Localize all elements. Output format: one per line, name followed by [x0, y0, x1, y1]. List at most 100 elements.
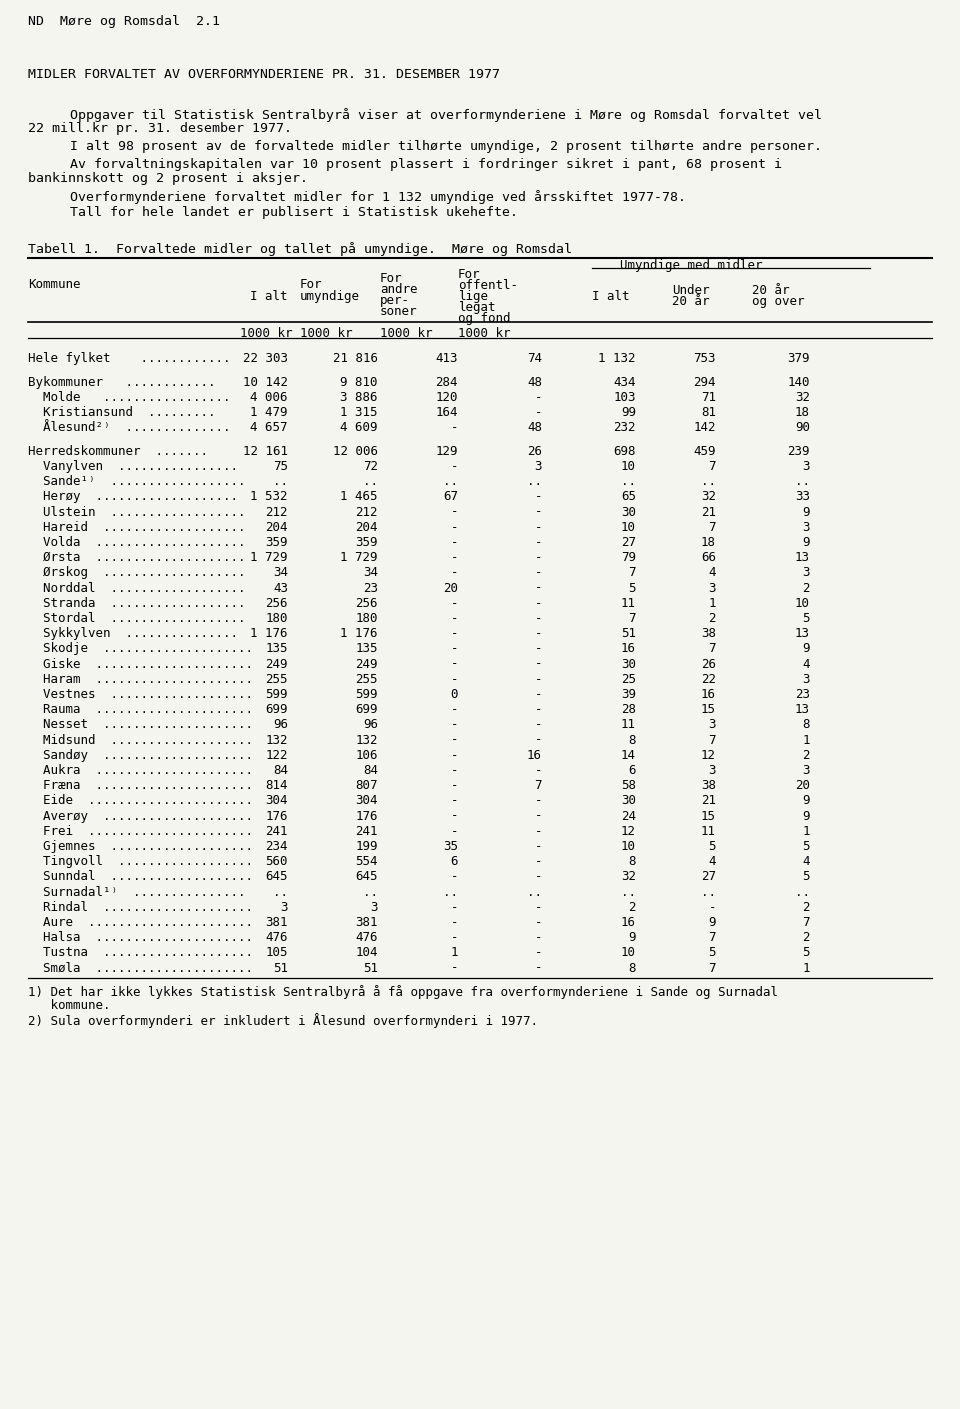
Text: 645: 645 — [355, 871, 378, 883]
Text: 359: 359 — [355, 535, 378, 550]
Text: Overformynderiene forvaltet midler for 1 132 umyndige ved årsskiftet 1977-78.: Overformynderiene forvaltet midler for 1… — [70, 190, 686, 204]
Text: Surnadal¹⁾  ...............: Surnadal¹⁾ ............... — [28, 885, 246, 899]
Text: 20 år: 20 år — [752, 285, 789, 297]
Text: 105: 105 — [266, 947, 288, 960]
Text: 24: 24 — [621, 810, 636, 823]
Text: 48: 48 — [527, 421, 542, 434]
Text: 255: 255 — [266, 672, 288, 686]
Text: -: - — [450, 931, 458, 944]
Text: 23: 23 — [795, 688, 810, 700]
Text: 807: 807 — [355, 779, 378, 792]
Text: 304: 304 — [355, 795, 378, 807]
Text: -: - — [450, 535, 458, 550]
Text: 1 479: 1 479 — [251, 406, 288, 418]
Text: Averøy  ....................: Averøy .................... — [28, 810, 253, 823]
Text: 22 303: 22 303 — [243, 352, 288, 365]
Text: 21 816: 21 816 — [333, 352, 378, 365]
Text: -: - — [535, 490, 542, 503]
Text: -: - — [450, 703, 458, 716]
Text: 7: 7 — [708, 734, 716, 747]
Text: 3: 3 — [371, 900, 378, 913]
Text: 699: 699 — [355, 703, 378, 716]
Text: 199: 199 — [355, 840, 378, 852]
Text: Midsund  ...................: Midsund ................... — [28, 734, 253, 747]
Text: -: - — [450, 900, 458, 913]
Text: 4: 4 — [708, 855, 716, 868]
Text: 599: 599 — [266, 688, 288, 700]
Text: 7: 7 — [708, 643, 716, 655]
Text: 0: 0 — [450, 688, 458, 700]
Text: Aukra  .....................: Aukra ..................... — [28, 764, 253, 776]
Text: 1000 kr: 1000 kr — [300, 327, 352, 340]
Text: 16: 16 — [621, 643, 636, 655]
Text: 12 006: 12 006 — [333, 445, 378, 458]
Text: 5: 5 — [803, 947, 810, 960]
Text: -: - — [535, 703, 542, 716]
Text: 65: 65 — [621, 490, 636, 503]
Text: Under: Under — [672, 285, 709, 297]
Text: 84: 84 — [363, 764, 378, 776]
Text: 304: 304 — [266, 795, 288, 807]
Text: 12: 12 — [701, 748, 716, 762]
Text: Tabell 1.  Forvaltede midler og tallet på umyndige.  Møre og Romsdal: Tabell 1. Forvaltede midler og tallet på… — [28, 242, 572, 256]
Text: 599: 599 — [355, 688, 378, 700]
Text: 294: 294 — [693, 376, 716, 389]
Text: 30: 30 — [621, 795, 636, 807]
Text: 5: 5 — [803, 612, 810, 626]
Text: 96: 96 — [363, 719, 378, 731]
Text: For: For — [458, 268, 481, 280]
Text: per-: per- — [380, 294, 410, 307]
Text: -: - — [450, 824, 458, 838]
Text: -: - — [535, 900, 542, 913]
Text: Hele fylket    ............: Hele fylket ............ — [28, 352, 230, 365]
Text: -: - — [450, 719, 458, 731]
Text: 34: 34 — [363, 566, 378, 579]
Text: 1 132: 1 132 — [598, 352, 636, 365]
Text: 164: 164 — [436, 406, 458, 418]
Text: 1: 1 — [450, 947, 458, 960]
Text: Oppgaver til Statistisk Sentralbyrå viser at overformynderiene i Møre og Romsdal: Oppgaver til Statistisk Sentralbyrå vise… — [70, 108, 822, 123]
Text: -: - — [535, 764, 542, 776]
Text: ..: .. — [527, 475, 542, 488]
Text: 132: 132 — [355, 734, 378, 747]
Text: -: - — [535, 643, 542, 655]
Text: 8: 8 — [803, 719, 810, 731]
Text: 10: 10 — [621, 459, 636, 473]
Text: 413: 413 — [436, 352, 458, 365]
Text: -: - — [535, 597, 542, 610]
Text: 18: 18 — [701, 535, 716, 550]
Text: 9: 9 — [803, 535, 810, 550]
Text: Ålesund²⁾  ..............: Ålesund²⁾ .............. — [28, 421, 230, 434]
Text: 1000 kr: 1000 kr — [458, 327, 511, 340]
Text: 18: 18 — [795, 406, 810, 418]
Text: 28: 28 — [621, 703, 636, 716]
Text: 129: 129 — [436, 445, 458, 458]
Text: 8: 8 — [629, 961, 636, 975]
Text: ..: .. — [527, 885, 542, 899]
Text: 1: 1 — [803, 824, 810, 838]
Text: Sykkylven  ...............: Sykkylven ............... — [28, 627, 238, 640]
Text: -: - — [450, 643, 458, 655]
Text: ..: .. — [621, 475, 636, 488]
Text: 284: 284 — [436, 376, 458, 389]
Text: 26: 26 — [527, 445, 542, 458]
Text: Haram  .....................: Haram ..................... — [28, 672, 253, 686]
Text: 74: 74 — [527, 352, 542, 365]
Text: 20 år: 20 år — [672, 294, 709, 309]
Text: 5: 5 — [803, 871, 810, 883]
Text: 25: 25 — [621, 672, 636, 686]
Text: og fond: og fond — [458, 311, 511, 325]
Text: 212: 212 — [266, 506, 288, 519]
Text: 58: 58 — [621, 779, 636, 792]
Text: 2) Sula overformynderi er inkludert i Ålesund overformynderi i 1977.: 2) Sula overformynderi er inkludert i Ål… — [28, 1013, 538, 1027]
Text: 5: 5 — [708, 840, 716, 852]
Text: Nesset  ....................: Nesset .................... — [28, 719, 253, 731]
Text: 1 465: 1 465 — [341, 490, 378, 503]
Text: Halsa  .....................: Halsa ..................... — [28, 931, 253, 944]
Text: 30: 30 — [621, 506, 636, 519]
Text: 7: 7 — [708, 459, 716, 473]
Text: -: - — [450, 627, 458, 640]
Text: For: For — [380, 272, 402, 285]
Text: I alt: I alt — [251, 290, 288, 303]
Text: 7: 7 — [629, 612, 636, 626]
